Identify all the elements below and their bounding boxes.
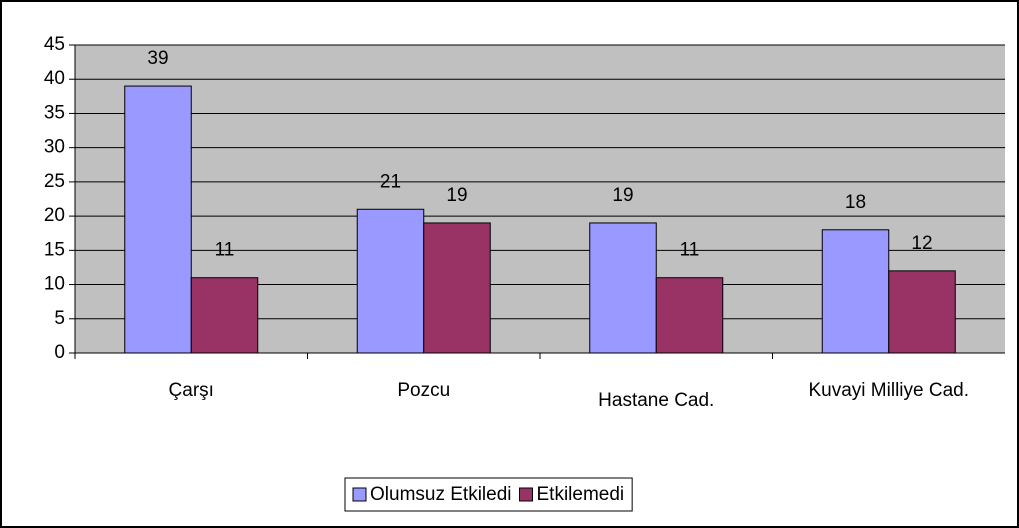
bar — [888, 270, 956, 354]
data-label: 11 — [215, 240, 235, 261]
data-label: 11 — [680, 240, 700, 261]
y-tick-label: 45 — [44, 34, 65, 55]
legend-label: Etkilemedi — [537, 484, 625, 505]
legend-swatch — [519, 487, 533, 502]
y-tick-label: 30 — [44, 137, 65, 158]
y-tick-label: 35 — [44, 102, 65, 123]
x-tick-label: Hastane Cad. — [598, 390, 715, 411]
bar — [655, 277, 724, 354]
bar — [423, 222, 491, 354]
bar — [589, 222, 657, 354]
y-tick-label: 5 — [54, 308, 65, 329]
legend-label: Olumsuz Etkiledi — [370, 484, 512, 505]
legend-swatch — [352, 487, 367, 502]
data-label: 21 — [380, 171, 401, 192]
x-tick-label: Kuvayi Milliye Cad. — [808, 380, 970, 401]
y-tick-label: 40 — [44, 68, 65, 89]
y-tick-label: 15 — [44, 239, 65, 260]
data-label: 39 — [147, 48, 168, 69]
bar — [821, 229, 890, 354]
data-label: 18 — [845, 192, 866, 213]
y-tick-label: 10 — [44, 274, 65, 295]
bar — [190, 277, 259, 354]
data-label: 19 — [446, 185, 467, 206]
bar — [124, 85, 192, 354]
y-tick-label: 25 — [44, 171, 65, 192]
y-tick-label: 20 — [44, 205, 65, 226]
y-tick-label: 0 — [54, 342, 65, 363]
x-tick-label: Pozcu — [397, 380, 451, 401]
data-label: 12 — [911, 233, 932, 254]
x-tick-label: Çarşı — [168, 380, 214, 401]
bar — [356, 208, 425, 354]
data-label: 19 — [612, 185, 633, 206]
legend-box — [344, 477, 633, 512]
